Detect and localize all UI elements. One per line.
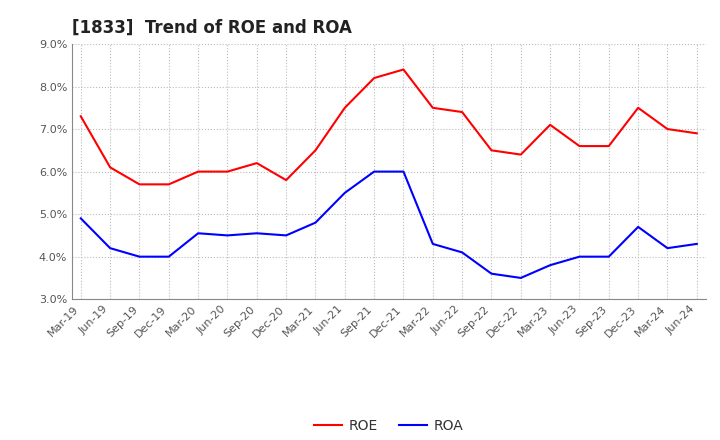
ROE: [282, 177, 290, 183]
ROE: [546, 122, 554, 128]
ROA: [282, 233, 290, 238]
ROA: [106, 246, 114, 251]
ROE: [135, 182, 144, 187]
ROA: [458, 250, 467, 255]
ROA: [663, 246, 672, 251]
ROE: [106, 165, 114, 170]
ROE: [634, 105, 642, 110]
ROA: [164, 254, 173, 259]
ROA: [76, 216, 85, 221]
Line: ROA: ROA: [81, 172, 697, 278]
ROE: [693, 131, 701, 136]
ROE: [223, 169, 232, 174]
ROE: [663, 126, 672, 132]
ROE: [341, 105, 349, 110]
ROE: [164, 182, 173, 187]
ROA: [253, 231, 261, 236]
Legend: ROE, ROA: ROE, ROA: [309, 413, 469, 438]
ROA: [341, 190, 349, 195]
ROE: [194, 169, 202, 174]
ROE: [399, 67, 408, 72]
ROA: [223, 233, 232, 238]
ROE: [605, 143, 613, 149]
ROE: [575, 143, 584, 149]
ROE: [458, 110, 467, 115]
ROE: [253, 161, 261, 166]
ROA: [399, 169, 408, 174]
ROA: [135, 254, 144, 259]
ROA: [428, 241, 437, 246]
ROA: [605, 254, 613, 259]
ROE: [311, 148, 320, 153]
ROE: [76, 114, 85, 119]
Line: ROE: ROE: [81, 70, 697, 184]
ROA: [634, 224, 642, 230]
ROE: [487, 148, 496, 153]
ROA: [311, 220, 320, 225]
ROA: [370, 169, 379, 174]
ROA: [546, 263, 554, 268]
ROA: [575, 254, 584, 259]
ROA: [693, 241, 701, 246]
ROA: [487, 271, 496, 276]
ROA: [516, 275, 525, 281]
Text: [1833]  Trend of ROE and ROA: [1833] Trend of ROE and ROA: [72, 19, 352, 37]
ROE: [516, 152, 525, 157]
ROA: [194, 231, 202, 236]
ROE: [428, 105, 437, 110]
ROE: [370, 75, 379, 81]
